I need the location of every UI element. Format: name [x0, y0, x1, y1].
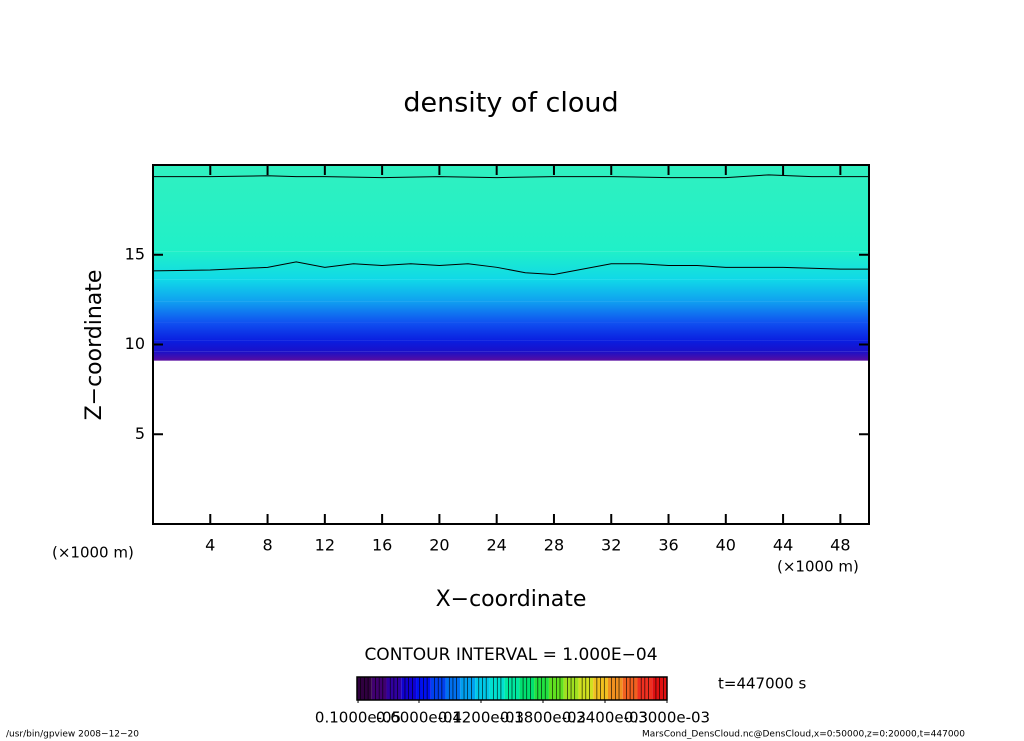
x-tick-label: 40 — [716, 536, 736, 555]
colorbar-frame — [356, 676, 668, 701]
contour-line — [153, 174, 869, 179]
x-tick-label: 16 — [372, 536, 392, 555]
field-band — [153, 301, 869, 323]
x-tick-label: 36 — [658, 536, 678, 555]
y-axis-label: Z−coordinate — [82, 270, 107, 421]
x-tick-label: 12 — [315, 536, 335, 555]
colorbar-label: 0.6000e-04 — [376, 709, 462, 727]
x-unit: (×1000 m) — [777, 558, 859, 576]
colorbar-label: 0.1800e-03 — [500, 709, 586, 727]
x-tick-label: 4 — [205, 536, 215, 555]
field-band — [153, 165, 869, 252]
colorbar-label: 0.1000e-05 — [315, 709, 401, 727]
y-tick-label: 10 — [125, 334, 145, 353]
x-tick-label: 8 — [262, 536, 272, 555]
y-tick-label: 15 — [125, 244, 145, 263]
field-band — [153, 351, 869, 361]
colorbar-label: 0.2400e-03 — [562, 709, 648, 727]
contour-interval: CONTOUR INTERVAL = 1.000E−04 — [364, 645, 657, 665]
x-tick-label: 24 — [487, 536, 507, 555]
field-band — [153, 279, 869, 302]
x-axis-label: X−coordinate — [436, 587, 587, 612]
footer-left: /usr/bin/gpview 2008−12−20 — [6, 730, 139, 740]
y-unit: (×1000 m) — [52, 544, 134, 562]
colorbar-label: 0.3000e-03 — [624, 709, 710, 727]
y-tick-label: 5 — [135, 424, 145, 443]
time-label: t=447000 s — [718, 675, 806, 693]
footer-right: MarsCond_DensCloud.nc@DensCloud,x=0:5000… — [642, 730, 965, 740]
x-tick-label: 32 — [601, 536, 621, 555]
x-tick-label: 28 — [544, 536, 564, 555]
field-band — [153, 340, 869, 352]
contour-line — [152, 261, 869, 275]
x-tick-label: 20 — [429, 536, 449, 555]
x-tick-label: 48 — [830, 536, 850, 555]
colorbar-label: 0.1200e-03 — [438, 709, 524, 727]
chart-title: density of cloud — [403, 88, 618, 119]
x-tick-label: 44 — [773, 536, 793, 555]
field-band — [153, 322, 869, 341]
field-band — [153, 251, 869, 280]
